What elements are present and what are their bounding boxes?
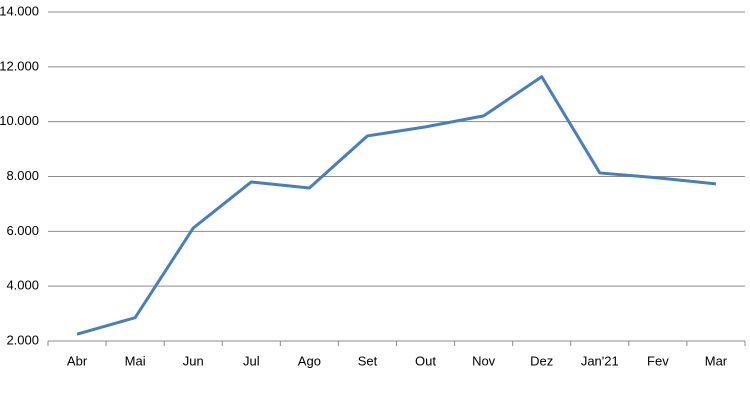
x-tick-label: Dez (530, 353, 553, 368)
x-tick-label: Out (415, 353, 436, 368)
x-tick-label: Mar (705, 353, 728, 368)
x-tick-label: Mai (125, 353, 146, 368)
y-tick-label: 4.000 (6, 278, 39, 293)
x-tick-label: Jul (243, 353, 260, 368)
x-tick-label: Ago (298, 353, 321, 368)
x-tick-label: Jan'21 (581, 353, 619, 368)
y-tick-label: 8.000 (6, 168, 39, 183)
y-tick-label: 14.000 (0, 3, 39, 18)
y-tick-label: 12.000 (0, 58, 39, 73)
x-tick-label: Set (358, 353, 378, 368)
x-tick-label: Abr (67, 353, 88, 368)
line (76, 75, 717, 336)
x-tick-label: Jun (183, 353, 204, 368)
y-tick-label: 6.000 (6, 223, 39, 238)
x-tick-label: Fev (647, 353, 669, 368)
x-tick-label: Nov (472, 353, 496, 368)
y-tick-label: 10.000 (0, 113, 39, 128)
y-tick-label: 2.000 (6, 332, 39, 347)
